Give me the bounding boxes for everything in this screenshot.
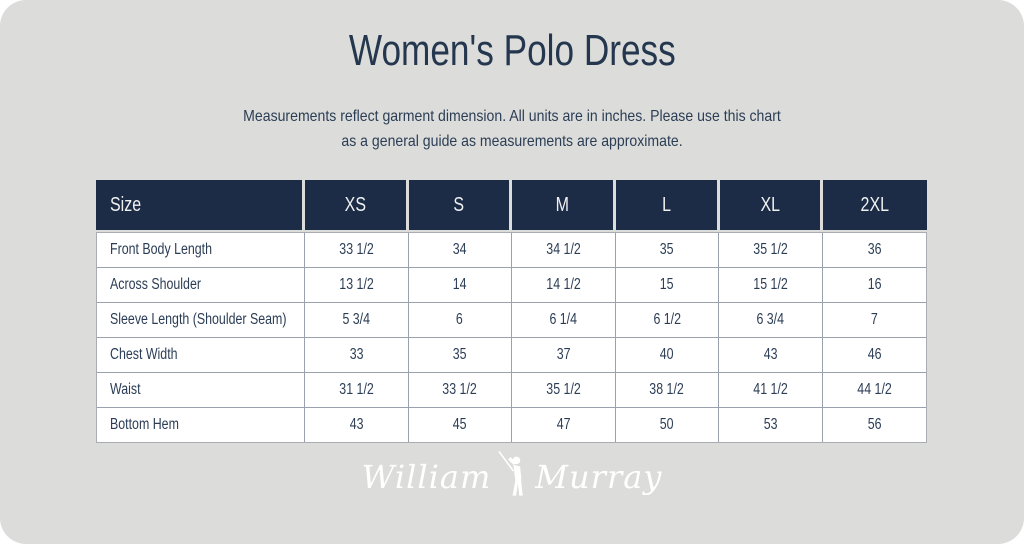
column-header-size: Size [96,180,305,230]
measurement-value: 35 [616,233,719,267]
brand-logo: William Murray [0,451,1024,500]
measurement-value: 56 [867,416,882,433]
measurement-value: 43 [305,408,409,442]
column-header-xs: XS [305,180,409,230]
page-title: Women's Polo Dress [348,26,676,75]
golfer-icon [498,451,523,496]
measurement-value: 40 [616,338,719,372]
measurement-value: 33 1/2 [305,233,409,267]
size-chart-table: Size XS S M L XL 2XL Front Body Length 33 1/2 34… [96,180,927,443]
table-row: Bottom Hem 43 45 47 50 53 56 [97,408,926,442]
measurement-value: 33 [305,338,409,372]
measurement-label: Chest Width [97,338,305,372]
measurement-value: 37 [512,338,616,372]
measurement-value: 34 1/2 [512,233,616,267]
table-row: Sleeve Length (Shoulder Seam) 5 3/4 6 6 1/4… [97,303,926,338]
measurement-value: 44 1/2 [856,381,892,398]
measurement-value: 35 1/2 [719,233,823,267]
measurement-label: Front Body Length [97,233,305,267]
measurement-label: Sleeve Length (Shoulder Seam) [97,303,305,337]
table-row: Across Shoulder 13 1/2 14 14 1/2 15 15 1/2 16 [97,268,926,303]
measurement-value: 35 1/2 [512,373,616,407]
measurement-value: 43 [719,338,823,372]
table-row: Waist 31 1/2 33 1/2 35 1/2 38 1/2 41 1/2 44 1/… [97,373,926,408]
measurement-value: 5 3/4 [305,303,409,337]
column-header-xl: XL [719,180,824,230]
measurement-value: 53 [719,408,823,442]
measurement-value: 6 [409,303,512,337]
measurement-value: 15 1/2 [719,268,823,302]
measurement-value: 7 [870,311,878,328]
column-header-2xl: 2XL [823,180,927,230]
measurement-value: 15 [616,268,719,302]
measurement-value: 46 [867,346,882,363]
measurement-label: Bottom Hem [97,408,305,442]
measurement-label: Waist [97,373,305,407]
measurement-value: 13 1/2 [305,268,409,302]
measurement-value: 6 3/4 [719,303,823,337]
measurement-value: 38 1/2 [616,373,719,407]
column-header-s: S [408,180,513,230]
measurement-value: 16 [867,276,882,293]
measurement-value: 41 1/2 [719,373,823,407]
size-chart-body: Front Body Length 33 1/2 34 34 1/2 35 35 1/2 3… [96,232,927,443]
measurement-value: 50 [616,408,719,442]
measurement-value: 35 [409,338,512,372]
measurement-value: 36 [867,241,882,258]
measurement-value: 6 1/4 [512,303,616,337]
measurement-value: 33 1/2 [409,373,512,407]
measurement-value: 34 [409,233,512,267]
measurement-value: 45 [409,408,512,442]
size-chart-header-row: Size XS S M L XL 2XL [96,180,927,230]
disclaimer-line-2: as a general guide as measurements are a… [341,133,683,150]
table-row: Chest Width 33 35 37 40 43 46 [97,338,926,373]
measurement-label: Across Shoulder [97,268,305,302]
measurement-value: 6 1/2 [616,303,719,337]
brand-word-william: William [361,458,492,496]
column-header-l: L [615,180,720,230]
column-header-m: M [512,180,616,230]
disclaimer-line-1: Measurements reflect garment dimension. … [243,108,781,125]
measurement-value: 31 1/2 [305,373,409,407]
table-row: Front Body Length 33 1/2 34 34 1/2 35 35 1/2 3… [97,233,926,268]
chart-disclaimer: Measurements reflect garment dimension. … [0,104,1024,154]
measurement-value: 14 1/2 [512,268,616,302]
brand-word-murray: Murray [535,458,663,496]
measurement-value: 47 [512,408,616,442]
measurement-value: 14 [409,268,512,302]
